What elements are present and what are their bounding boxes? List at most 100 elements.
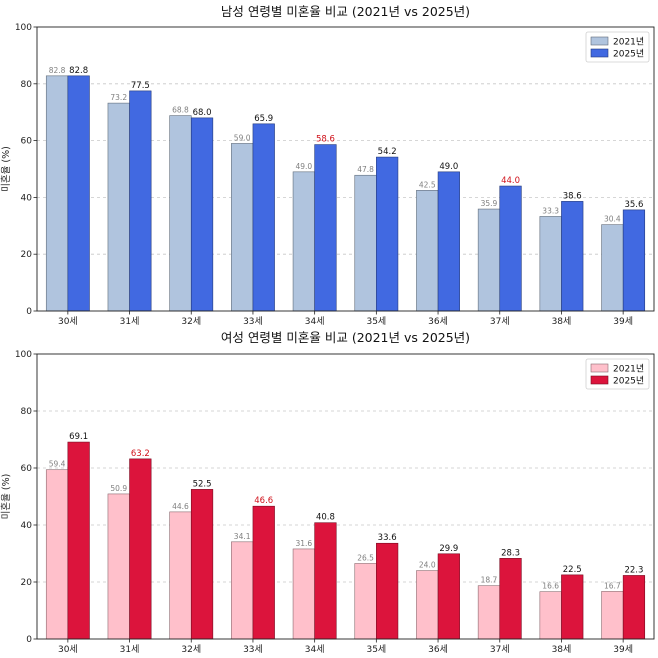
y-tick-label: 20	[21, 578, 33, 588]
bar-old	[45, 469, 69, 640]
legend-label: 2021년	[613, 364, 644, 375]
data-label: 42.5	[419, 180, 436, 189]
data-label: 82.8	[69, 66, 88, 76]
bar-old	[477, 585, 501, 640]
data-label: 54.2	[378, 147, 397, 157]
x-tick-label: 37세	[490, 644, 510, 655]
bar-old	[107, 102, 130, 312]
bar-old	[45, 75, 69, 312]
data-label: 16.6	[542, 582, 559, 591]
x-tick-label: 39세	[613, 644, 633, 655]
x-tick-label: 37세	[490, 316, 510, 327]
bar-old	[539, 591, 562, 640]
x-tick-label: 34세	[305, 644, 325, 655]
bar-new	[499, 558, 522, 640]
bar-old	[601, 591, 624, 640]
data-label: 77.5	[131, 81, 150, 91]
bar-old	[354, 563, 377, 640]
y-tick-label: 0	[26, 307, 32, 317]
legend-swatch	[590, 363, 609, 373]
data-label: 69.1	[69, 432, 88, 442]
bar-old	[539, 216, 562, 312]
data-label: 63.2	[131, 449, 150, 459]
x-tick-label: 38세	[552, 316, 572, 327]
data-label: 49.0	[296, 162, 313, 171]
bar-new	[190, 117, 214, 312]
bar-old	[416, 570, 439, 640]
data-label: 65.9	[254, 114, 273, 124]
bar-old	[354, 174, 377, 312]
x-tick-label: 31세	[120, 316, 140, 327]
legend-label: 2021년	[613, 37, 644, 48]
data-label: 33.3	[542, 206, 559, 215]
bar-old	[416, 190, 439, 312]
data-label: 82.8	[49, 66, 66, 75]
y-tick-label: 100	[15, 350, 32, 360]
data-label: 68.0	[193, 108, 212, 118]
bar-old	[169, 511, 192, 640]
data-label: 31.6	[296, 539, 313, 548]
bar-new	[314, 522, 337, 640]
y-tick-label: 60	[21, 137, 33, 147]
x-tick-label: 30세	[58, 644, 78, 655]
x-tick-label: 32세	[181, 644, 201, 655]
bar-new	[252, 505, 275, 640]
bar-new	[376, 542, 399, 640]
bar-old	[169, 115, 192, 312]
bar-new	[129, 90, 152, 312]
bar-new	[437, 171, 460, 312]
y-tick-label: 60	[21, 464, 33, 474]
x-tick-label: 33세	[243, 316, 263, 327]
bar-old	[292, 548, 315, 640]
bar-new	[190, 489, 214, 640]
bar-new	[67, 75, 90, 312]
axes-frame	[36, 26, 655, 312]
data-label: 38.6	[563, 191, 582, 201]
bar-new	[561, 201, 584, 312]
y-tick-label: 20	[21, 250, 33, 260]
legend-label: 2025년	[613, 49, 644, 60]
data-label: 40.8	[316, 513, 335, 523]
y-tick-label: 80	[21, 407, 33, 417]
x-tick-label: 35세	[366, 644, 386, 655]
x-tick-label: 31세	[120, 644, 140, 655]
chart-panel-1: 여성 연령별 미혼율 비교 (2021년 vs 2025년) 59.4 69.1 30…	[0, 330, 655, 655]
data-label: 22.3	[624, 565, 643, 575]
data-label: 52.5	[193, 479, 212, 489]
bar-new	[622, 575, 646, 640]
y-axis-label: 미혼율 (%)	[0, 474, 12, 520]
data-label: 33.6	[378, 533, 397, 543]
data-label: 49.0	[439, 162, 458, 172]
data-label: 68.8	[172, 106, 189, 115]
bar-new	[252, 123, 275, 312]
data-label: 24.0	[419, 561, 436, 570]
bar-new	[376, 156, 399, 312]
bar-new	[499, 185, 522, 312]
bar-new	[67, 441, 90, 640]
x-tick-label: 39세	[613, 316, 633, 327]
axes-frame	[36, 353, 655, 640]
y-axis-label: 미혼율 (%)	[0, 146, 12, 192]
x-tick-label: 38세	[552, 644, 572, 655]
data-label: 47.8	[357, 165, 374, 174]
bar-old	[107, 493, 130, 640]
data-label: 18.7	[481, 576, 498, 585]
y-tick-label: 0	[26, 635, 32, 645]
bar-old	[601, 224, 624, 312]
legend-swatch	[590, 36, 609, 46]
x-tick-label: 36세	[428, 644, 448, 655]
chart-title: 남성 연령별 미혼율 비교 (2021년 vs 2025년)	[221, 4, 470, 19]
chart-panel-0: 남성 연령별 미혼율 비교 (2021년 vs 2025년) 82.8 82.8 30…	[0, 4, 655, 327]
data-label: 50.9	[110, 484, 127, 493]
bar-old	[231, 541, 254, 640]
bar-old	[292, 171, 315, 312]
data-label: 29.9	[439, 544, 458, 554]
bar-new	[314, 144, 337, 312]
legend-swatch	[590, 375, 609, 385]
data-label: 46.6	[254, 496, 273, 506]
legend-swatch	[590, 48, 609, 58]
y-tick-label: 100	[15, 23, 32, 33]
